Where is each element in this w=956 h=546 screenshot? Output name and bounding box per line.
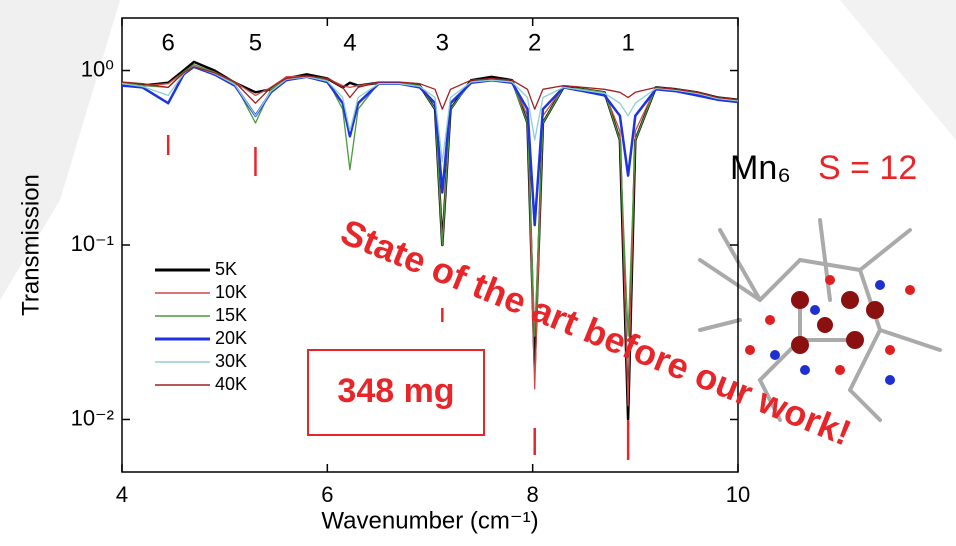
- peak-label: 6: [162, 29, 175, 56]
- legend-label: 40K: [215, 374, 247, 394]
- legend-label: 30K: [215, 351, 247, 371]
- molecule-label: Mn₆: [730, 149, 791, 187]
- x-axis-label: Wavenumber (cm⁻¹): [321, 507, 538, 534]
- y-axis-label: Transmission: [17, 174, 44, 316]
- legend-label: 10K: [215, 282, 247, 302]
- peak-label: 4: [343, 29, 356, 56]
- peak-label: 1: [621, 29, 634, 56]
- y-tick-label: 10⁻¹: [71, 231, 114, 256]
- legend-label: 20K: [215, 328, 247, 348]
- mass-label: 348 mg: [337, 372, 454, 410]
- peak-label: 3: [436, 29, 449, 56]
- spin-label: S = 12: [818, 149, 917, 187]
- peak-label: 2: [528, 29, 541, 56]
- x-tick-label: 6: [321, 482, 333, 507]
- x-tick-label: 8: [527, 482, 539, 507]
- legend-label: 15K: [215, 305, 247, 325]
- slide: Transmission Wavenumber (cm⁻¹) 348 mg Mn…: [0, 0, 956, 546]
- y-tick-label: 10⁻²: [71, 405, 114, 430]
- x-tick-label: 4: [116, 482, 128, 507]
- y-tick-label: 10⁰: [81, 56, 114, 81]
- legend-label: 5K: [215, 259, 237, 279]
- peak-label: 5: [249, 29, 262, 56]
- x-tick-label: 10: [726, 482, 750, 507]
